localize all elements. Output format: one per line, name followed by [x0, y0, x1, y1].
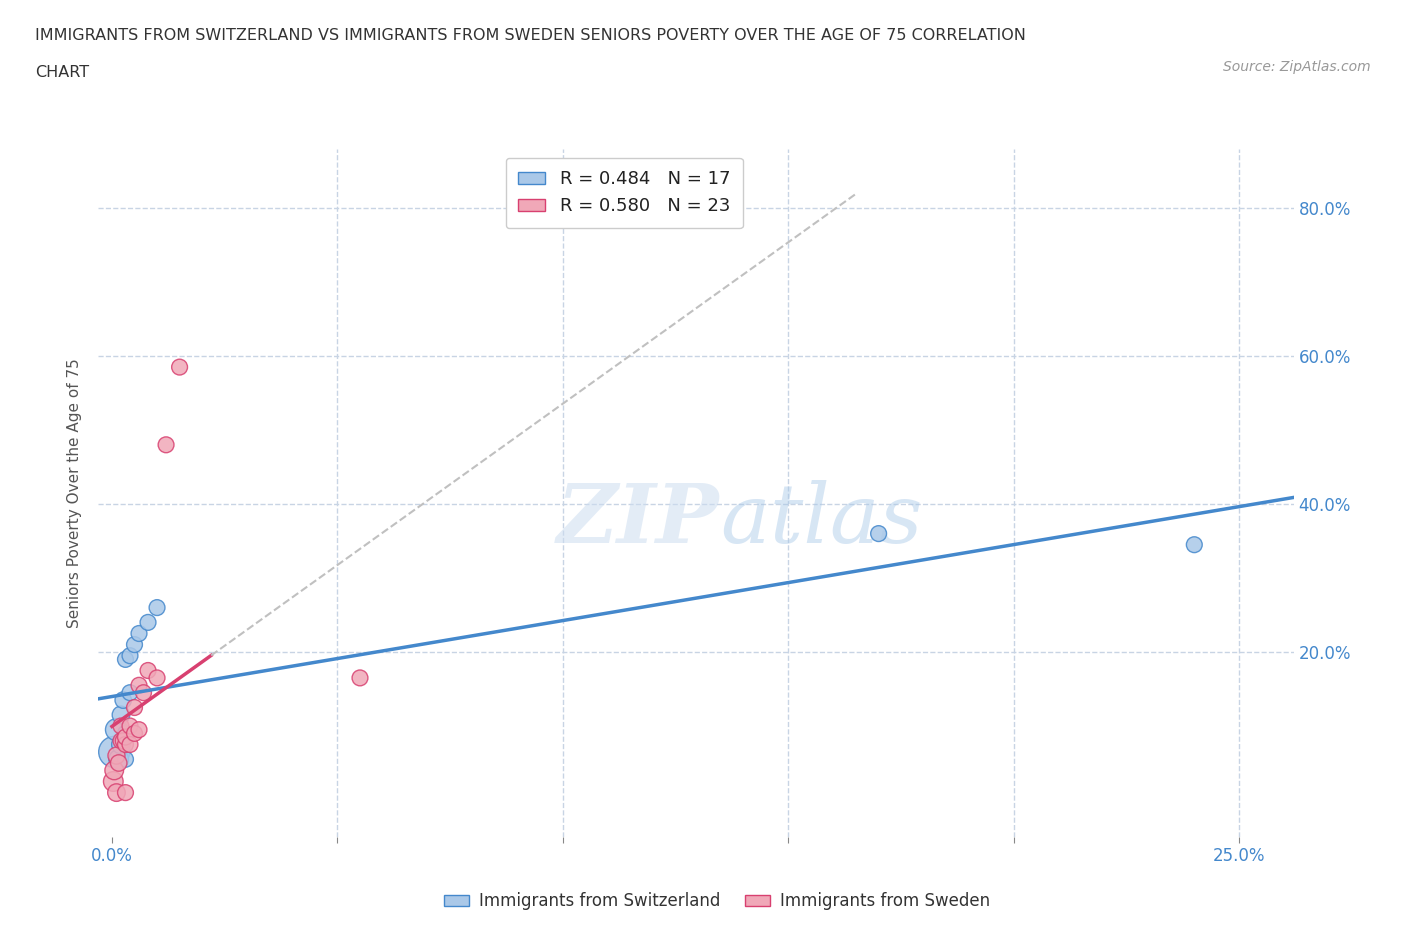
Point	[114, 726, 136, 741]
Text: atlas: atlas	[720, 481, 922, 561]
Text: ZIP: ZIP	[557, 481, 720, 561]
Point	[103, 774, 125, 789]
Point	[107, 751, 129, 766]
Point	[103, 744, 125, 759]
Point	[118, 648, 141, 663]
Text: IMMIGRANTS FROM SWITZERLAND VS IMMIGRANTS FROM SWEDEN SENIORS POVERTY OVER THE A: IMMIGRANTS FROM SWITZERLAND VS IMMIGRANT…	[35, 28, 1026, 43]
Point	[128, 678, 150, 693]
Point	[114, 730, 136, 745]
Point	[114, 652, 136, 667]
Point	[105, 723, 128, 737]
Point	[112, 734, 135, 749]
Point	[110, 734, 132, 749]
Text: CHART: CHART	[35, 65, 89, 80]
Point	[136, 663, 159, 678]
Point	[110, 719, 132, 734]
Point	[1182, 538, 1205, 552]
Point	[128, 626, 150, 641]
Point	[118, 737, 141, 752]
Point	[114, 785, 136, 800]
Point	[110, 708, 132, 723]
Point	[146, 600, 169, 615]
Point	[107, 755, 129, 770]
Text: Source: ZipAtlas.com: Source: ZipAtlas.com	[1223, 60, 1371, 74]
Point	[136, 615, 159, 630]
Point	[110, 737, 132, 752]
Point	[105, 785, 128, 800]
Point	[112, 693, 135, 708]
Point	[124, 726, 146, 741]
Point	[132, 685, 155, 700]
Point	[155, 437, 177, 452]
Y-axis label: Seniors Poverty Over the Age of 75: Seniors Poverty Over the Age of 75	[67, 358, 83, 628]
Point	[169, 360, 191, 375]
Point	[103, 763, 125, 777]
Point	[349, 671, 371, 685]
Point	[124, 700, 146, 715]
Point	[128, 723, 150, 737]
Point	[124, 637, 146, 652]
Point	[868, 526, 890, 541]
Point	[118, 719, 141, 734]
Point	[146, 671, 169, 685]
Point	[105, 748, 128, 763]
Point	[114, 751, 136, 766]
Point	[118, 685, 141, 700]
Point	[114, 737, 136, 752]
Legend: R = 0.484   N = 17, R = 0.580   N = 23: R = 0.484 N = 17, R = 0.580 N = 23	[506, 158, 742, 228]
Legend: Immigrants from Switzerland, Immigrants from Sweden: Immigrants from Switzerland, Immigrants …	[437, 885, 997, 917]
